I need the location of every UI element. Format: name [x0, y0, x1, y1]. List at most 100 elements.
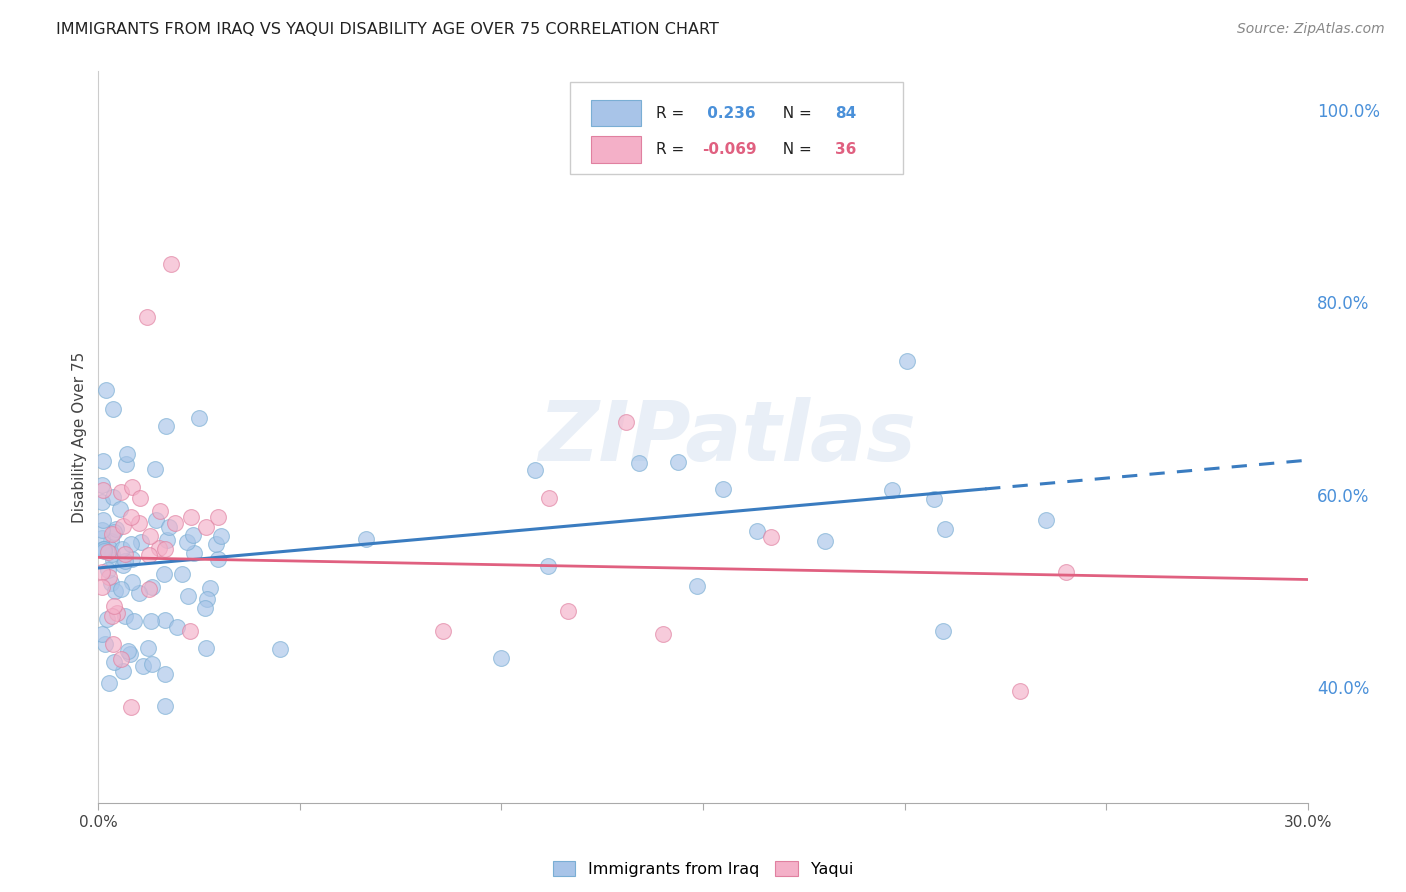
Point: [153, 698, 176, 713]
Point: [188, 410, 211, 425]
Point: [93, 543, 115, 558]
Point: [205, 537, 228, 551]
Point: [934, 521, 956, 535]
Point: [176, 535, 198, 549]
Text: 0.236: 0.236: [702, 105, 755, 120]
Point: [432, 624, 454, 639]
Point: [922, 491, 945, 506]
Point: [814, 533, 837, 548]
Point: [94, 383, 117, 397]
Point: [207, 509, 229, 524]
Point: [98, 541, 121, 556]
Point: [110, 484, 132, 499]
Point: [112, 665, 135, 679]
Point: [136, 640, 159, 655]
Point: [538, 491, 561, 505]
Point: [103, 401, 125, 416]
Point: [170, 567, 193, 582]
Point: [614, 415, 637, 429]
Text: 36: 36: [835, 142, 856, 157]
Point: [112, 558, 135, 573]
Point: [177, 589, 200, 603]
Point: [97, 545, 120, 559]
FancyBboxPatch shape: [569, 82, 903, 174]
Point: [120, 699, 142, 714]
Point: [115, 446, 138, 460]
Text: R =: R =: [655, 105, 689, 120]
Point: [114, 554, 136, 568]
Point: [524, 463, 547, 477]
Point: [153, 541, 176, 556]
Point: [163, 516, 186, 530]
Text: ZIPatlas: ZIPatlas: [538, 397, 917, 477]
Point: [149, 504, 172, 518]
Point: [103, 584, 125, 599]
Point: [157, 520, 180, 534]
Point: [181, 527, 204, 541]
Point: [761, 531, 783, 545]
Text: 84: 84: [835, 105, 856, 120]
Point: [129, 491, 152, 506]
Point: [110, 582, 132, 597]
Point: [121, 574, 143, 589]
Point: [91, 494, 114, 508]
Point: [491, 651, 513, 665]
Point: [91, 513, 114, 527]
Point: [896, 354, 918, 368]
Point: [651, 627, 673, 641]
Point: [103, 599, 125, 613]
Point: [131, 659, 153, 673]
Point: [156, 533, 179, 548]
Point: [91, 454, 114, 468]
Point: [557, 604, 579, 618]
Point: [97, 570, 120, 584]
Point: [91, 541, 114, 556]
Point: [194, 600, 217, 615]
Point: [104, 522, 127, 536]
Point: [135, 310, 157, 325]
Point: [91, 523, 114, 537]
Point: [1010, 684, 1032, 698]
Point: [141, 657, 163, 672]
Point: [153, 667, 176, 681]
Point: [110, 651, 132, 665]
Legend: Immigrants from Iraq, Yaqui: Immigrants from Iraq, Yaqui: [547, 855, 859, 884]
Point: [97, 563, 120, 577]
Point: [1035, 513, 1057, 527]
Point: [139, 614, 162, 628]
Point: [91, 566, 114, 580]
Text: R =: R =: [655, 142, 689, 157]
Point: [107, 606, 129, 620]
Point: [209, 528, 232, 542]
Point: [354, 532, 377, 546]
Point: [128, 516, 150, 530]
FancyBboxPatch shape: [591, 136, 641, 163]
Point: [121, 551, 143, 566]
Point: [129, 535, 152, 549]
Point: [183, 546, 205, 560]
Point: [111, 542, 134, 557]
Point: [100, 534, 122, 549]
Point: [91, 627, 114, 641]
Point: [207, 552, 229, 566]
Point: [114, 547, 136, 561]
Point: [666, 455, 689, 469]
Point: [148, 541, 170, 555]
Point: [160, 257, 183, 271]
Point: [179, 624, 201, 638]
Point: [932, 624, 955, 639]
Text: N =: N =: [773, 105, 817, 120]
Point: [1054, 565, 1077, 579]
Text: IMMIGRANTS FROM IRAQ VS YAQUI DISABILITY AGE OVER 75 CORRELATION CHART: IMMIGRANTS FROM IRAQ VS YAQUI DISABILITY…: [56, 22, 718, 37]
Point: [128, 585, 150, 599]
Point: [98, 676, 121, 690]
Point: [114, 458, 136, 472]
Point: [195, 520, 218, 534]
Point: [880, 483, 903, 497]
Point: [138, 582, 160, 596]
Text: N =: N =: [773, 142, 817, 157]
Point: [96, 612, 118, 626]
Point: [120, 537, 142, 551]
Point: [152, 566, 174, 581]
Point: [103, 525, 125, 540]
